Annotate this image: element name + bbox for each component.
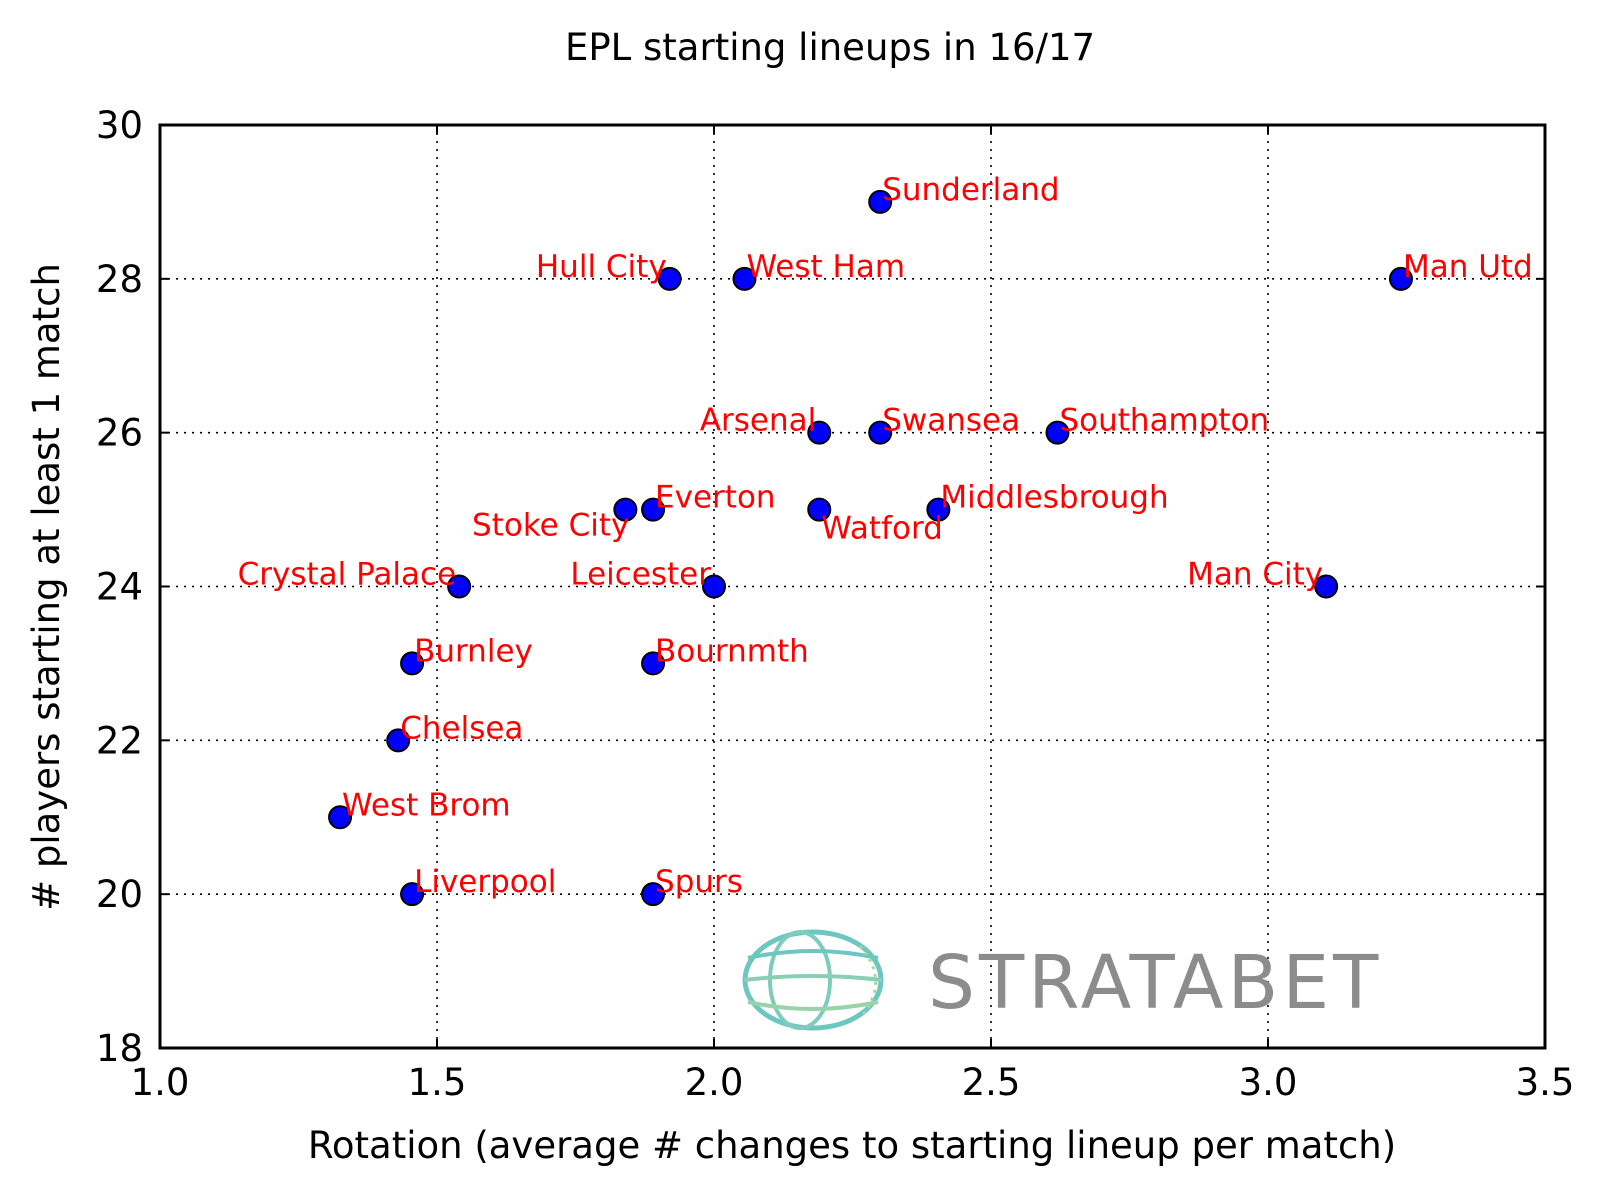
data-point	[641, 497, 666, 522]
data-point	[868, 420, 893, 445]
data-point	[386, 728, 411, 753]
point-label: Burnley	[414, 633, 533, 669]
watermark-text: STRATABET	[928, 940, 1382, 1026]
point-label: Man Utd	[1403, 249, 1533, 285]
y-tick-label: 20	[96, 873, 143, 916]
y-axis-ticks: 18 20 22 24 26 28 30	[96, 104, 1545, 1070]
point-label: Man City	[1187, 557, 1323, 593]
data-point	[1045, 420, 1070, 445]
x-axis-label: Rotation (average # changes to starting …	[308, 1124, 1396, 1167]
point-label: Leicester	[570, 557, 711, 593]
point-label: Middlesbrough	[940, 480, 1168, 516]
x-axis-ticks: 1.0 1.5 2.0 2.5 3.0 3.5	[131, 125, 1575, 1104]
point-label: West Brom	[342, 787, 511, 823]
data-point	[807, 420, 832, 445]
y-tick-label: 24	[96, 566, 143, 609]
x-tick-label: 2.5	[962, 1061, 1021, 1104]
chart-title: EPL starting lineups in 16/17	[565, 26, 1095, 69]
x-tick-label: 3.0	[1239, 1061, 1298, 1104]
data-point	[641, 882, 666, 907]
data-point	[400, 651, 425, 676]
data-point	[868, 189, 893, 214]
x-tick-label: 1.5	[408, 1061, 467, 1104]
point-label: Sunderland	[882, 172, 1059, 208]
x-tick-label: 2.0	[685, 1061, 744, 1104]
y-tick-label: 28	[96, 258, 143, 301]
data-point	[1314, 574, 1339, 599]
x-tick-label: 3.5	[1516, 1061, 1575, 1104]
point-label: Everton	[655, 480, 776, 516]
data-point	[641, 651, 666, 676]
y-tick-label: 30	[96, 104, 143, 147]
globe-logo-icon	[742, 929, 884, 1031]
y-tick-label: 26	[96, 412, 143, 455]
y-tick-label: 18	[96, 1027, 143, 1070]
data-points	[328, 189, 1413, 907]
data-point	[702, 574, 726, 599]
data-point	[400, 882, 425, 907]
data-point	[613, 497, 638, 522]
data-point	[807, 497, 832, 522]
point-labels: Sunderland Hull City West Ham Man Utd Arsena…	[238, 172, 1533, 900]
point-label: Spurs	[655, 864, 743, 900]
point-label: West Ham	[746, 249, 905, 285]
point-label: Watford	[821, 511, 943, 547]
point-label: Southampton	[1059, 403, 1269, 439]
point-label: Hull City	[536, 249, 667, 285]
x-tick-label: 1.0	[131, 1061, 190, 1104]
y-tick-label: 22	[96, 719, 143, 762]
data-point	[328, 805, 353, 830]
point-label: Crystal Palace	[238, 557, 457, 593]
point-label: Swansea	[882, 403, 1020, 439]
point-label: Stoke City	[472, 508, 629, 544]
stratabet-watermark: STRATABET	[742, 929, 1382, 1031]
point-label: Bournmth	[655, 633, 809, 669]
y-axis-label: # players starting at least 1 match	[25, 263, 68, 911]
data-point	[732, 266, 757, 291]
data-point	[657, 266, 682, 291]
data-point	[447, 574, 472, 599]
data-point	[926, 497, 951, 522]
point-label: Arsenal	[700, 403, 816, 439]
point-label: Chelsea	[400, 710, 523, 746]
grid-lines	[160, 125, 1545, 1048]
point-label: Liverpool	[414, 864, 556, 900]
data-point	[1388, 266, 1413, 291]
